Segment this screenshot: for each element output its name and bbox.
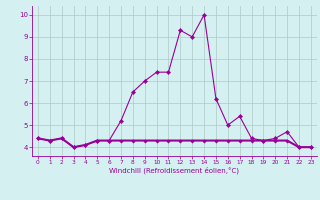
X-axis label: Windchill (Refroidissement éolien,°C): Windchill (Refroidissement éolien,°C) (109, 167, 239, 174)
